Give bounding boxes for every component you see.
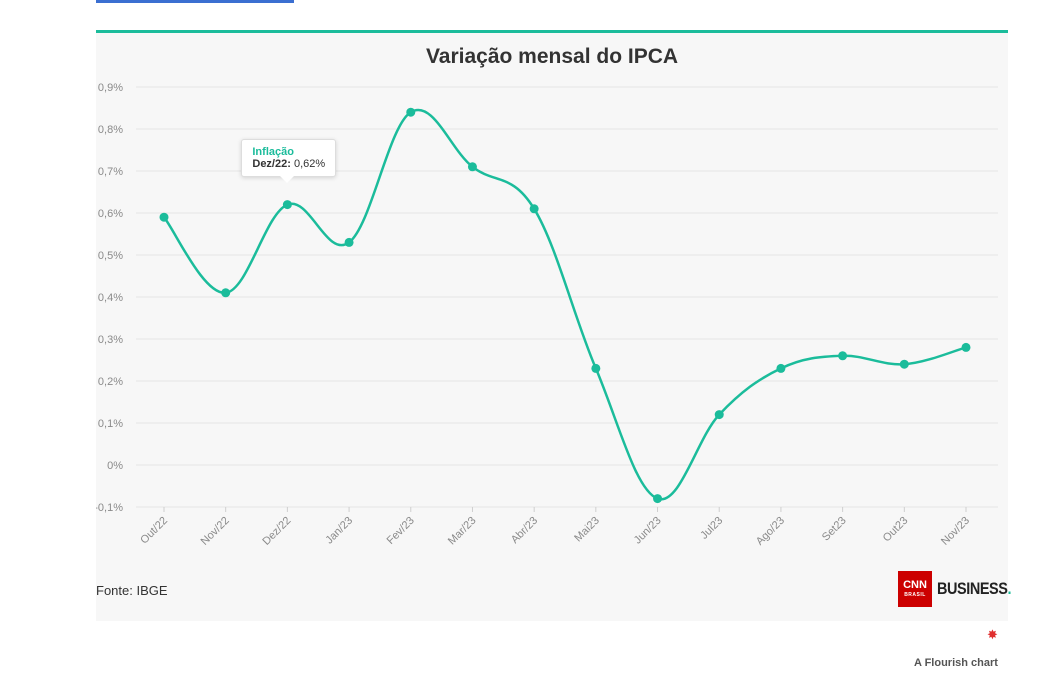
data-point (529, 204, 539, 214)
data-tooltip: Inflação Dez/22: 0,62% (241, 138, 337, 183)
line-chart: 0,9% 0,8% 0,7% 0,6% 0,5% 0,4% 0,3% 0,2% 0,1% 0% -0… (96, 82, 998, 548)
tooltip-series: Inflação (252, 145, 294, 158)
x-tick-label: Dez/22 (260, 515, 293, 548)
x-tick-label: Ago/23 (754, 515, 787, 548)
chart-title: Variação mensal do IPCA (425, 45, 679, 68)
flourish-link[interactable]: A Flourish chart (914, 657, 998, 669)
x-tick-label: Out/22 (138, 515, 170, 547)
data-point (344, 237, 354, 247)
source-text: Fonte: IBGE (96, 583, 168, 598)
tooltip-label: Dez/22: (252, 157, 291, 170)
y-tick-label: 0,7% (98, 166, 123, 178)
x-tick-label: Jan/23 (323, 515, 355, 547)
cnn-logo-box: CNN BRASIL (898, 571, 932, 607)
x-tick-label: Mai23 (572, 515, 602, 545)
data-point (838, 351, 848, 361)
y-tick-label: 0,4% (98, 292, 123, 304)
x-tick-label: Out23 (881, 515, 911, 545)
y-tick-label: 0,3% (98, 334, 123, 346)
flourish-icon[interactable]: ✸ (987, 627, 998, 642)
tooltip-value: 0,62% (293, 157, 326, 170)
x-tick-label: Fev/23 (385, 515, 417, 547)
data-point (221, 288, 231, 298)
x-tick-label: Abr/23 (509, 515, 540, 546)
data-point (653, 494, 663, 504)
cnn-business-logo[interactable]: CNN BRASIL BUSINESS. (898, 571, 1024, 607)
x-tick-label: Nov/22 (199, 515, 232, 548)
y-tick-label: 0,1% (98, 418, 123, 430)
y-tick-label: -0,1% (96, 502, 123, 514)
data-point (899, 359, 909, 369)
y-tick-label: 0,2% (98, 376, 123, 388)
data-point (776, 363, 786, 373)
x-tick-label: Jul23 (698, 515, 725, 542)
cnn-logo-sub: BRASIL (904, 592, 926, 598)
chart-panel: Variação mensal do IPCA 0,9% 0,8% 0,7% 0,6%… (96, 30, 1012, 621)
business-dot: . (1007, 579, 1012, 598)
data-point (714, 410, 724, 420)
business-logo-text: BUSINESS. (937, 579, 1012, 599)
x-tick-label: Nov/23 (939, 515, 972, 548)
data-point (467, 162, 477, 172)
business-word: BUSINESS (937, 579, 1008, 598)
y-tick-label: 0,6% (98, 208, 123, 220)
data-point (406, 107, 416, 117)
top-link-underline (96, 0, 294, 3)
data-point (591, 363, 601, 373)
x-tick-label: Jun/23 (632, 515, 664, 547)
x-tick-label: Set23 (820, 515, 849, 544)
y-tick-label: 0,9% (98, 82, 123, 94)
cnn-logo-text: CNN (903, 579, 927, 591)
y-tick-label: 0% (107, 460, 123, 472)
data-point (282, 200, 292, 210)
y-tick-label: 0,5% (98, 250, 123, 262)
x-tick-label: Mar/23 (446, 515, 479, 548)
data-point (961, 342, 971, 352)
y-tick-label: 0,8% (98, 124, 123, 136)
data-point (159, 212, 169, 222)
